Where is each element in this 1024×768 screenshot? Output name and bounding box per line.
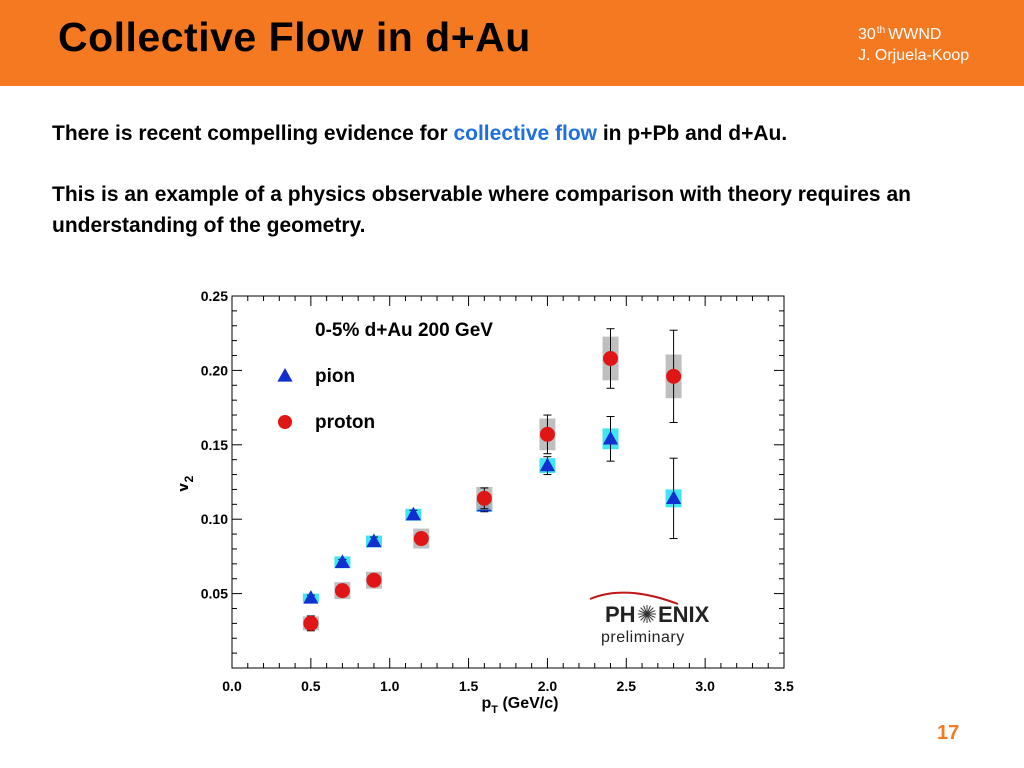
x-tick-label: 3.0 [695,678,715,694]
proton-point [603,350,619,366]
y-axis-label: v2 [180,475,196,492]
proton-point [666,368,682,384]
phenix-name-right: ENIX [658,602,710,627]
proton-point [334,583,350,599]
para1-after: in p+Pb and d+Au. [597,122,788,145]
proton-point [303,615,319,631]
author: J. Orjuela-Koop [858,47,970,64]
phenix-star-ray [646,605,651,615]
phenix-star-ray [643,613,648,623]
phenix-star-ray [638,613,648,618]
page-number: 17 [937,722,960,744]
conference-sup: th [876,25,886,36]
phenix-swoosh [589,591,679,605]
x-tick-label: 1.0 [380,678,400,694]
phenix-star-ray [646,613,651,623]
phenix-star-ray [638,610,648,615]
conference-name: WWND [888,26,942,43]
paragraph-1: There is recent compelling evidence for … [52,118,982,149]
phenix-name-left: PH [605,602,636,627]
phenix-star-ray [643,605,648,615]
plot-frame [231,295,785,669]
para1-highlight: collective flow [453,122,598,145]
slide-body: There is recent compelling evidence for … [52,118,982,241]
legend-proton-marker [278,415,292,429]
series-proton [302,328,682,632]
para1-before: There is recent compelling evidence for [52,122,454,145]
x-tick-label: 2.5 [617,678,637,694]
x-tick-label: 2.0 [538,678,558,694]
conference-info: 30th WWND J. Orjuela-Koop [858,20,969,66]
paragraph-2: This is an example of a physics observab… [52,183,911,237]
phenix-star-ray [640,607,648,615]
y-tick-label: 0.20 [201,362,228,378]
x-tick-label: 1.5 [459,678,479,694]
y-tick-label: 0.10 [201,511,228,527]
pion-point [334,554,350,568]
header-bar [0,0,1024,86]
x-axis-label: pT (GeV/c) [482,695,559,716]
v2-chart-svg: 0.0 0.5 1.0 1.5 2.0 2.5 3.0 3.5 0.05 0.10 0.15 0.20… [172,288,794,716]
legend-pion-label: pion [315,366,355,387]
phenix-star-ray [640,613,648,621]
legend-pion-marker [277,368,293,382]
y-tick-label: 0.25 [201,288,228,304]
x-tick-label: 0.5 [301,678,321,694]
phenix-subtitle: preliminary [601,629,685,646]
pion-point [366,533,382,548]
pion-point [602,430,619,445]
phenix-star-ray [646,610,656,615]
phenix-star-ray [646,613,656,618]
x-tick-label: 3.5 [774,678,794,694]
pion-point [539,457,556,472]
slide-title: Collective Flow in d+Au [58,14,531,60]
v2-chart: 0.0 0.5 1.0 1.5 2.0 2.5 3.0 3.5 0.05 0.10 0.15 0.20… [172,284,810,722]
proton-point [539,426,555,442]
chart-title: 0-5% d+Au 200 GeV [315,320,493,341]
x-tick-label: 0.0 [222,678,242,694]
pion-point [405,506,421,521]
proton-point [413,531,429,547]
conference-line: 30th WWND [858,20,969,45]
proton-point [476,490,492,506]
conference-number: 30 [858,26,876,43]
phenix-star-ray [646,613,654,621]
phenix-star-ray [646,607,654,615]
y-tick-label: 0.05 [201,586,228,602]
proton-point [366,572,382,588]
y-tick-label: 0.15 [201,437,228,453]
pion-point [303,590,319,604]
phenix-logo: PH ENIX preliminary [589,591,710,646]
legend-proton-label: proton [315,412,375,433]
pion-point [666,490,682,504]
